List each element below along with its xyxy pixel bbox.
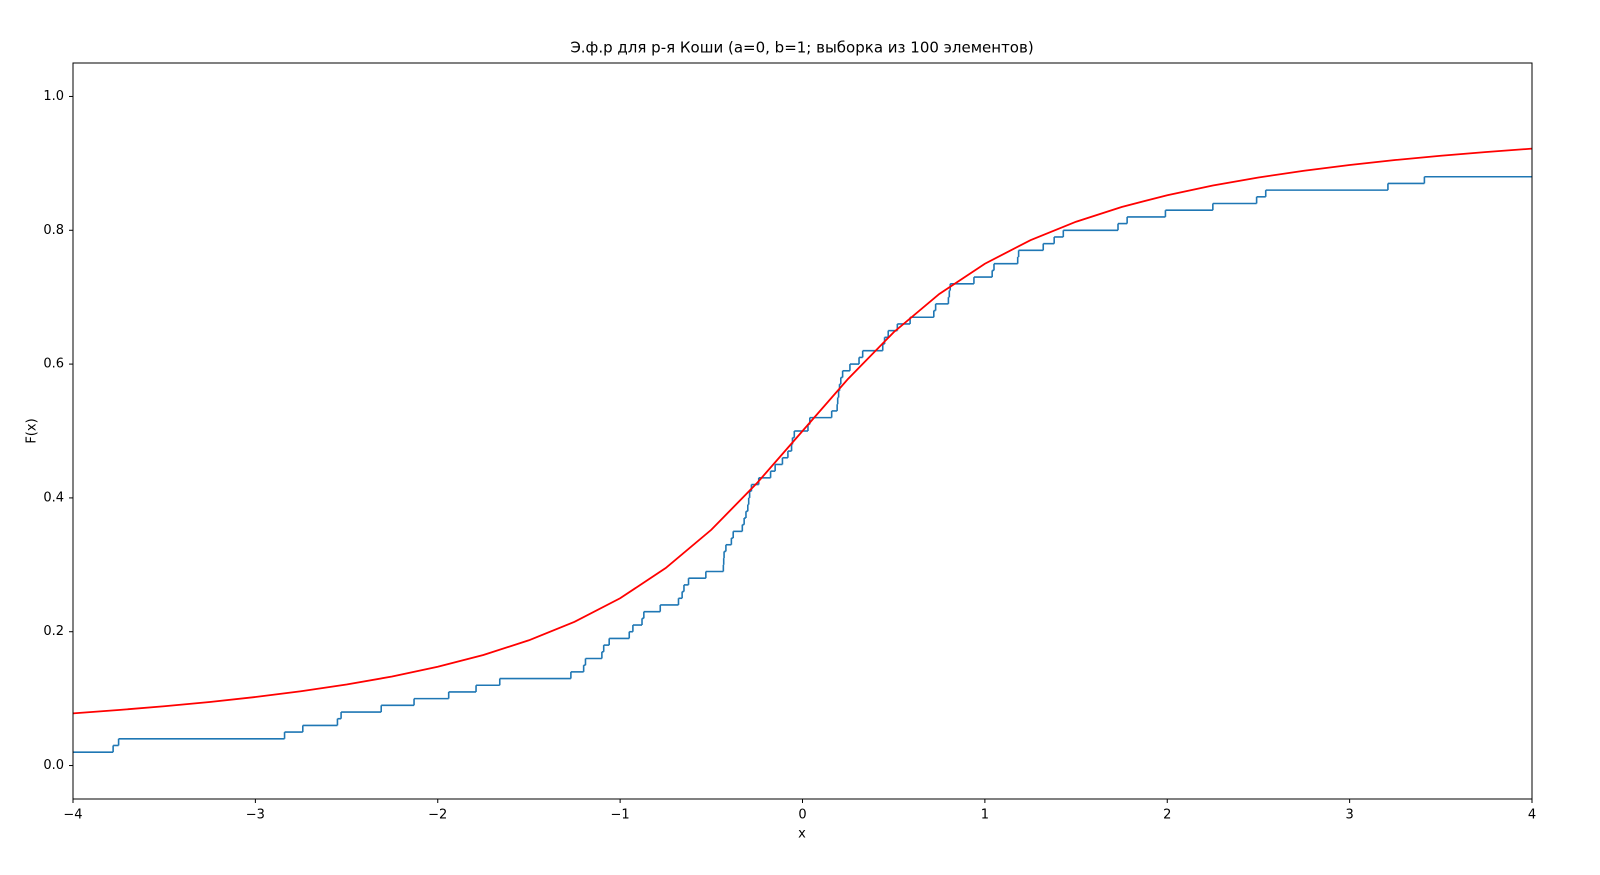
x-tick-label: −3: [246, 808, 265, 823]
y-tick-label: 0.8: [43, 223, 64, 238]
x-tick-label: 2: [1163, 808, 1171, 823]
y-tick-label: 0.2: [43, 624, 64, 639]
y-tick-label: 0.0: [43, 758, 64, 773]
x-tick-label: −4: [63, 808, 82, 823]
y-tick-label: 0.6: [43, 357, 64, 372]
x-tick-label: −2: [428, 808, 447, 823]
series-line: [73, 147, 1532, 715]
y-tick-label: 1.0: [43, 89, 64, 104]
x-tick-label: 0: [798, 808, 806, 823]
x-tick-label: −1: [611, 808, 630, 823]
x-tick-label: 4: [1528, 808, 1536, 823]
y-tick-label: 0.4: [43, 490, 64, 505]
y-axis-label: F(x): [25, 418, 40, 443]
plot-area: [73, 147, 1532, 753]
chart-title: Э.ф.р для р-я Коши (a=0, b=1; выборка из…: [570, 39, 1033, 57]
x-tick-label: 1: [981, 808, 989, 823]
x-tick-label: 3: [1345, 808, 1353, 823]
x-axis-label: x: [798, 827, 806, 842]
